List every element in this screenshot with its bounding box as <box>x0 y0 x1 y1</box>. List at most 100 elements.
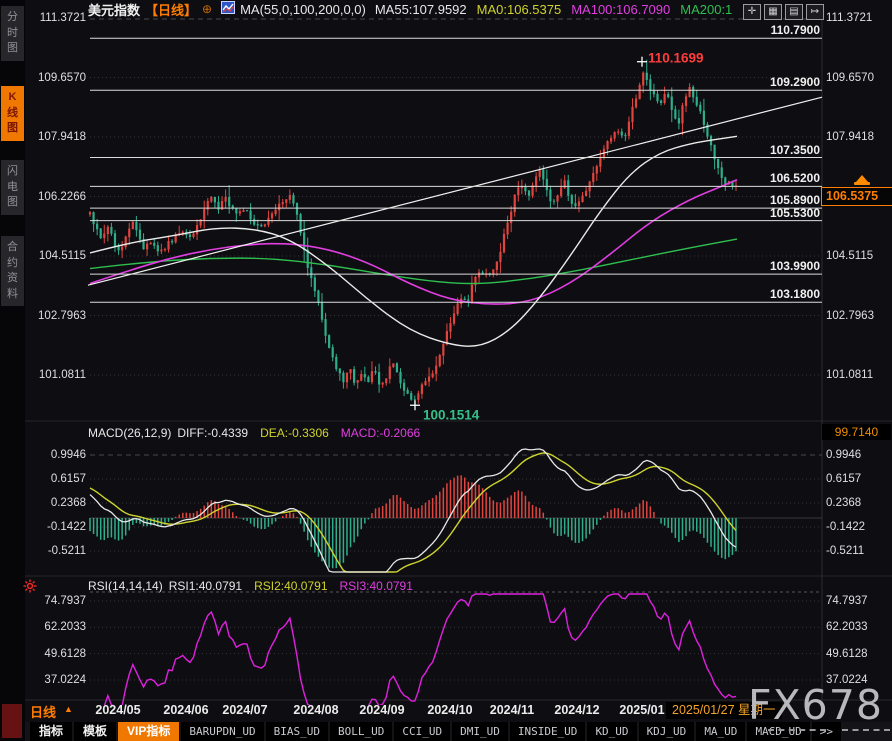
main-y-axis-label-left: 107.9418 <box>38 131 86 143</box>
ma-value-1: MA0:106.5375 <box>476 1 562 17</box>
toolbar-indicator-bias_ud[interactable]: BIAS_UD <box>265 722 328 741</box>
level-label: 105.5300 <box>769 205 820 220</box>
price-marker-arrow-icon <box>856 175 868 182</box>
bottom-left-logo-block <box>2 704 22 738</box>
rsi-line <box>103 593 737 705</box>
symbol-title: 美元指数 <box>88 2 141 18</box>
macd-header: MACD(26,12,9) DIFF:-0.4339 DEA:-0.3306 M… <box>88 426 420 440</box>
x-axis-month-label: 2024/07 <box>222 703 268 717</box>
level-label: 109.2900 <box>769 75 820 90</box>
watermark-dash <box>768 729 826 731</box>
rsi-axis-label-left: 62.2033 <box>44 621 86 634</box>
ma-settings: MA(55,0,100,200,0,0) <box>240 1 366 17</box>
main-y-axis-label-right: 101.0811 <box>826 369 874 381</box>
trend-line <box>87 96 823 286</box>
macd-dea-line <box>89 452 737 573</box>
circle-plus-icon[interactable]: ⊕ <box>202 2 213 16</box>
macd-axis-label-right: -0.1422 <box>826 521 866 533</box>
level-label: 103.9900 <box>769 259 820 274</box>
ma-value-0: MA55:107.9592 <box>374 1 467 17</box>
toolbar-indicator-macd_ud[interactable]: MACD_UD <box>747 722 810 741</box>
rsi3-value: RSI3:40.0791 <box>339 579 413 593</box>
low-annotation: 100.1514 <box>423 407 480 422</box>
macd-side-value-box: 99.7140 <box>822 424 891 440</box>
toolbar-button-VIP指标[interactable]: VIP指标 <box>118 722 180 741</box>
main-y-axis-label-left: 102.7963 <box>38 309 86 322</box>
ma-value-2: MA100:106.7090 <box>571 1 671 17</box>
high-annotation: 110.1699 <box>648 51 704 66</box>
timeframe-dropdown-icon[interactable]: ▲ <box>64 704 73 714</box>
level-label: 103.1800 <box>769 287 820 302</box>
x-axis-month-label: 2024/11 <box>489 703 535 717</box>
main-y-axis-label-left: 106.2266 <box>38 190 86 203</box>
macd-axis-label-left: 0.6157 <box>50 473 86 485</box>
macd-axis-label-right: 0.2368 <box>826 497 862 509</box>
collapse-right-icon[interactable]: ↦ <box>806 4 824 20</box>
toolbar-indicator-dmi_ud[interactable]: DMI_UD <box>452 722 508 741</box>
current-price-box: 106.5375 <box>821 187 892 206</box>
x-axis-month-label: 2024/09 <box>359 703 405 717</box>
toolbar-button-模板[interactable]: 模板 <box>74 722 117 741</box>
pane-layout-icon[interactable]: ▦ <box>764 4 782 20</box>
rsi-axis-label-right: 74.7937 <box>826 595 868 607</box>
rsi-axis-label-right: 62.2033 <box>826 621 868 634</box>
macd-macd-value: MACD:-0.2066 <box>340 426 421 440</box>
level-label: 107.3500 <box>769 142 820 157</box>
pane-split-icon[interactable]: ▤ <box>785 4 803 20</box>
macd-dea-value: DEA:-0.3306 <box>260 426 329 440</box>
main-y-axis-label-left: 111.3721 <box>39 12 86 24</box>
ma100-line <box>89 178 738 305</box>
timeframe-tag: 【日线】 <box>145 2 198 18</box>
x-axis-month-label: 2025/01 <box>619 703 665 717</box>
rsi-axis-label-right: 37.0224 <box>826 674 868 686</box>
toolbar-indicator-boll_ud[interactable]: BOLL_UD <box>329 722 393 741</box>
sidebar-tab-1[interactable]: 分时图 <box>1 6 24 61</box>
x-axis-month-label: 2024/10 <box>427 703 473 717</box>
toolbar-indicator-inside_ud[interactable]: INSIDE_UD <box>509 722 586 741</box>
ma-values: MA55:107.9592 MA0:106.5375 MA100:106.7090 M… <box>375 2 732 17</box>
macd-axis-label-left: 0.9946 <box>50 449 86 461</box>
rsi1-value: RSI1:40.0791 <box>168 579 243 593</box>
sidebar-tab-4[interactable]: 合约资料 <box>1 236 24 306</box>
alert-indicator-icon[interactable] <box>23 579 37 598</box>
x-axis-month-label: 2024/12 <box>554 703 600 717</box>
crosshair-date-label: 2025/01/27 星期一 <box>666 702 782 719</box>
macd-axis-label-left: -0.1422 <box>46 521 86 533</box>
move-icon[interactable]: ✛ <box>743 4 761 20</box>
main-y-axis-label-left: 104.5115 <box>38 250 86 262</box>
rsi-axis-label-left: 37.0224 <box>44 674 86 686</box>
main-y-axis-label-left: 109.6570 <box>38 71 86 84</box>
rsi-header: RSI(14,14,14) RSI1:40.0791 RSI2:40.0791 … <box>88 579 413 593</box>
toolbar-indicator-cci_ud[interactable]: CCI_UD <box>394 722 451 741</box>
timeframe-selector[interactable]: 日线 <box>30 705 57 720</box>
toolbar-indicator-kd_ud[interactable]: KD_UD <box>587 722 637 741</box>
x-axis-month-label: 2024/05 <box>95 703 141 717</box>
rsi-axis-label-left: 74.7937 <box>44 595 86 607</box>
toolbar-indicator-barupdn_ud[interactable]: BARUPDN_UD <box>181 722 264 741</box>
macd-axis-label-right: 0.9946 <box>826 449 862 461</box>
rsi-name: RSI(14,14,14) <box>88 579 163 593</box>
x-axis-month-label: 2024/08 <box>293 703 339 717</box>
macd-axis-label-left: -0.5211 <box>47 545 86 557</box>
toolbar-button-指标[interactable]: 指标 <box>30 722 73 741</box>
toolbar-indicator-ma_ud[interactable]: MA_UD <box>696 722 746 741</box>
main-y-axis-label-right: 104.5115 <box>826 250 874 262</box>
rsi2-value: RSI2:40.0791 <box>254 579 328 593</box>
rsi-axis-label-left: 49.6128 <box>44 647 86 660</box>
ma-value-3: MA200:1 <box>680 1 733 17</box>
level-label: 106.5200 <box>769 171 820 186</box>
toolbar-more-button[interactable]: >> <box>811 722 842 741</box>
ma55-line <box>89 135 738 347</box>
watermark: FX678 <box>748 681 883 729</box>
macd-axis-label-left: 0.2368 <box>50 497 86 509</box>
main-y-axis-label-left: 101.0811 <box>38 369 86 381</box>
line-chart-icon[interactable] <box>221 1 236 17</box>
indicator-toolbar: 指标 模板 VIP指标 BARUPDN_UD BIAS_UD BOLL_UD CCI_UD D… <box>25 722 892 741</box>
level-label: 110.7900 <box>770 23 820 38</box>
toolbar-indicator-kdj_ud[interactable]: KDJ_UD <box>638 722 695 741</box>
sidebar-tab-3[interactable]: 闪电图 <box>1 160 24 215</box>
